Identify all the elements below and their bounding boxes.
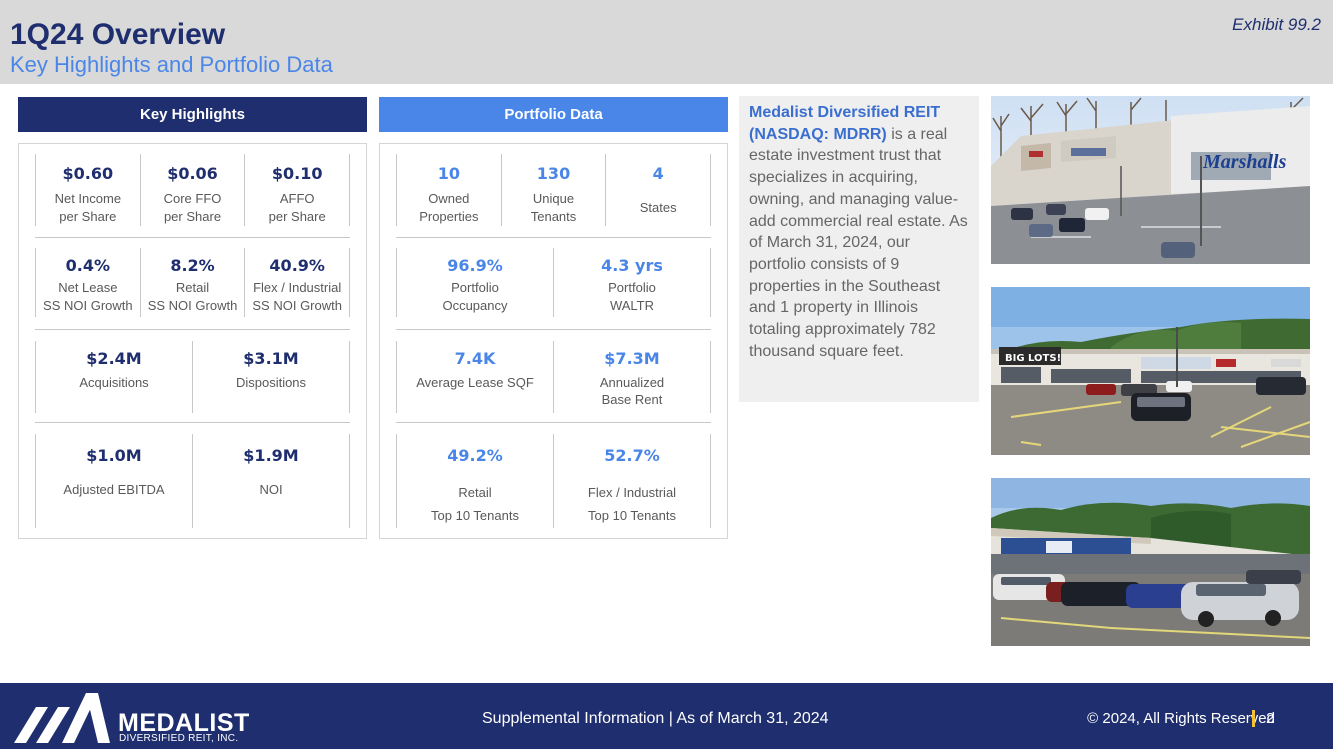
footer-band: MEDALIST DIVERSIFIED REIT, INC. Suppleme… <box>0 683 1333 749</box>
property-photo-big-lots: BIG LOTS! <box>991 287 1310 455</box>
metric-value: 130 <box>536 164 571 183</box>
metric-owned-properties: 10 Owned Properties <box>396 154 501 226</box>
metric-value: 49.2% <box>447 446 503 465</box>
pd-row-2: 96.9% Portfolio Occupancy 4.3 yrs Portfol… <box>396 237 711 317</box>
metric-value: $3.1M <box>243 349 299 368</box>
metric-occupancy: 96.9% Portfolio Occupancy <box>396 248 553 317</box>
metric-label: Owned Properties <box>419 191 479 224</box>
metric-value: 52.7% <box>604 446 660 465</box>
company-description: Medalist Diversified REIT (NASDAQ: MDRR)… <box>739 96 979 402</box>
metric-label: Core FFO per Share <box>163 191 222 224</box>
property-photo-marshalls: Marshalls <box>991 96 1310 264</box>
metric-label: Retail SS NOI Growth <box>147 280 238 313</box>
metric-label: Annualized Base Rent <box>599 375 665 407</box>
photo2-sign: BIG LOTS! <box>1005 353 1061 364</box>
metric-value: $0.10 <box>271 164 323 183</box>
metric-noi: $1.9M NOI <box>192 434 350 528</box>
metric-value: 7.4K <box>454 349 496 368</box>
metric-label: Acquisitions <box>79 375 149 390</box>
metric-value: 10 <box>437 164 460 183</box>
metric-retail-growth: 8.2% Retail SS NOI Growth <box>139 248 245 317</box>
metric-affo: $0.10 AFFO per Share <box>244 154 351 226</box>
metric-retail-top10: 49.2% Retail Top 10 Tenants <box>396 434 553 528</box>
logo-subtitle: DIVERSIFIED REIT, INC. <box>119 733 239 744</box>
metric-label: Unique Tenants <box>530 191 577 224</box>
metric-value: 0.4% <box>65 256 111 275</box>
metric-value: 4 <box>652 164 664 183</box>
metric-label: Dispositions <box>235 375 307 390</box>
company-name: Medalist Diversified REIT (NASDAQ: MDRR) <box>749 104 941 143</box>
metric-adjusted-ebitda: $1.0M Adjusted EBITDA <box>35 434 192 528</box>
metric-flex-growth: 40.9% Flex / Industrial SS NOI Growth <box>244 248 351 317</box>
metric-label: Net Income per Share <box>54 191 122 224</box>
metric-label: Average Lease SQF <box>416 375 534 390</box>
metric-value: 96.9% <box>447 256 503 275</box>
metric-unique-tenants: 130 Unique Tenants <box>500 154 606 226</box>
kh-row-4: $1.0M Adjusted EBITDA $1.9M NOI <box>35 422 350 528</box>
metric-label: Flex / Industrial Top 10 Tenants <box>587 485 677 523</box>
metric-value: $1.0M <box>86 446 142 465</box>
page-number: 2 <box>1266 710 1275 727</box>
portfolio-data-heading: Portfolio Data <box>379 97 728 132</box>
metric-label: NOI <box>259 482 283 497</box>
metric-net-income: $0.60 Net Income per Share <box>35 154 140 226</box>
metric-value: $2.4M <box>86 349 142 368</box>
exhibit-label: Exhibit 99.2 <box>1232 15 1321 34</box>
pd-row-3: 7.4K Average Lease SQF $7.3M Annualized B… <box>396 329 711 413</box>
page-subtitle: Key Highlights and Portfolio Data <box>10 52 333 77</box>
key-highlights-panel: $0.60 Net Income per Share $0.06 Core FFO… <box>18 143 367 539</box>
metric-acquisitions: $2.4M Acquisitions <box>35 341 192 413</box>
footer-divider <box>1252 710 1255 727</box>
metric-net-lease-growth: 0.4% Net Lease SS NOI Growth <box>35 248 140 317</box>
metric-states: 4 States <box>605 154 712 226</box>
metric-label: States <box>639 200 677 215</box>
pd-row-4: 49.2% Retail Top 10 Tenants 52.7% Flex / … <box>396 422 711 528</box>
metric-value: $7.3M <box>604 349 660 368</box>
metric-value: $0.60 <box>62 164 114 183</box>
metric-value: $0.06 <box>167 164 218 183</box>
metric-label: Adjusted EBITDA <box>63 482 165 497</box>
pd-row-1: 10 Owned Properties 130 Unique Tenants 4 S… <box>396 154 712 226</box>
footer-center-text: Supplemental Information | As of March 3… <box>482 710 829 727</box>
metric-value: 4.3 yrs <box>601 256 663 275</box>
description-body: is a real estate investment trust that s… <box>749 125 968 360</box>
metric-label: Portfolio Occupancy <box>442 280 508 313</box>
footer-copyright: © 2024, All Rights Reserved <box>1087 710 1275 727</box>
kh-row-1: $0.60 Net Income per Share $0.06 Core FFO… <box>35 154 351 226</box>
metric-flex-top10: 52.7% Flex / Industrial Top 10 Tenants <box>553 434 711 528</box>
key-highlights-heading: Key Highlights <box>18 97 367 132</box>
metric-label: Flex / Industrial SS NOI Growth <box>252 280 342 313</box>
kh-row-2: 0.4% Net Lease SS NOI Growth 8.2% Retail S… <box>35 237 351 317</box>
metric-value: 8.2% <box>170 256 215 275</box>
logo-name: MEDALIST <box>118 709 250 737</box>
portfolio-data-panel: 10 Owned Properties 130 Unique Tenants 4 S… <box>379 143 728 539</box>
metric-average-lease-sqf: 7.4K Average Lease SQF <box>396 341 553 413</box>
metric-value: 40.9% <box>269 256 325 275</box>
medalist-logo-icon <box>14 693 110 743</box>
metric-core-ffo: $0.06 Core FFO per Share <box>139 154 245 226</box>
metric-dispositions: $3.1M Dispositions <box>192 341 350 413</box>
metric-label: AFFO per Share <box>268 191 326 224</box>
metric-waltr: 4.3 yrs Portfolio WALTR <box>553 248 711 317</box>
metric-annualized-base-rent: $7.3M Annualized Base Rent <box>553 341 711 413</box>
kh-row-3: $2.4M Acquisitions $3.1M Dispositions <box>35 329 350 413</box>
property-photo-strip-center <box>991 478 1310 646</box>
metric-value: $1.9M <box>243 446 299 465</box>
metric-label: Retail Top 10 Tenants <box>431 485 519 523</box>
metric-label: Portfolio WALTR <box>608 280 656 313</box>
header-band: 1Q24 Overview Key Highlights and Portfol… <box>0 0 1333 84</box>
photo1-sign: Marshalls <box>1202 151 1287 173</box>
metric-label: Net Lease SS NOI Growth <box>43 280 133 313</box>
page-title: 1Q24 Overview <box>10 18 226 51</box>
